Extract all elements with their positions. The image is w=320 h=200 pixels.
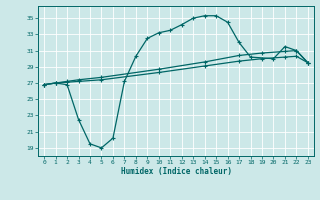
X-axis label: Humidex (Indice chaleur): Humidex (Indice chaleur) bbox=[121, 167, 231, 176]
